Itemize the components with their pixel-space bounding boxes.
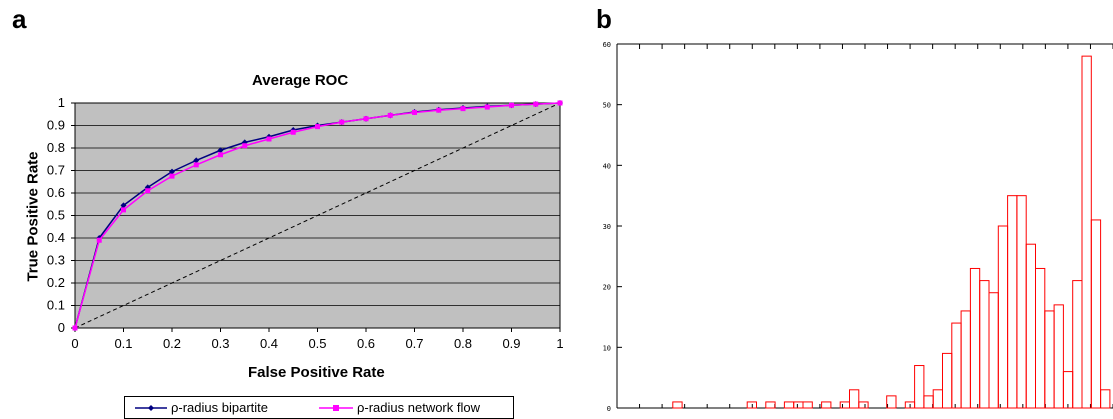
histogram-bar bbox=[904, 401, 916, 409]
x-tick-label: 0.1 bbox=[114, 336, 132, 351]
histogram-bar bbox=[932, 389, 944, 409]
y-tick-label: 10 bbox=[603, 344, 611, 352]
histogram-bar bbox=[1007, 195, 1018, 409]
histogram-bar bbox=[802, 401, 813, 409]
y-tick-label: 0.6 bbox=[47, 185, 65, 200]
y-tick-label: 1 bbox=[58, 95, 65, 110]
data-point-1 bbox=[412, 109, 417, 115]
y-tick-label: 0.1 bbox=[47, 298, 65, 313]
panel-label-a: a bbox=[12, 4, 27, 34]
histogram-bar bbox=[914, 365, 925, 409]
x-tick-label: 1 bbox=[556, 336, 563, 351]
y-tick-label: 0.8 bbox=[47, 140, 65, 155]
histogram-bar bbox=[1090, 219, 1102, 409]
histogram-bar bbox=[1035, 267, 1046, 409]
data-point-0 bbox=[120, 202, 127, 209]
histogram-bar bbox=[1053, 304, 1064, 409]
histogram-bar bbox=[1062, 371, 1074, 409]
legend-line-network-flow bbox=[319, 405, 353, 411]
histogram-bar bbox=[839, 401, 851, 409]
data-point-1 bbox=[96, 237, 102, 243]
histogram-bar bbox=[923, 395, 934, 409]
data-point-1 bbox=[193, 162, 199, 168]
legend: ρ-radius bipartite ρ-radius network flow bbox=[124, 396, 514, 419]
diagonal-line bbox=[74, 102, 561, 329]
histogram-bar bbox=[1016, 195, 1027, 409]
histogram-bar bbox=[746, 401, 758, 409]
x-tick-label: 0.5 bbox=[308, 336, 326, 351]
panel-label-b: b bbox=[596, 4, 612, 34]
data-point-1 bbox=[218, 152, 223, 158]
histogram-bar bbox=[997, 225, 1009, 409]
y-tick-label: 20 bbox=[603, 284, 611, 292]
x-tick-label: 0.6 bbox=[357, 336, 375, 351]
data-point-1 bbox=[533, 101, 539, 107]
data-point-1 bbox=[339, 119, 345, 125]
histogram-bar bbox=[988, 292, 999, 409]
y-tick-label: 0.9 bbox=[47, 118, 65, 133]
data-point-1 bbox=[169, 173, 175, 179]
data-point-1 bbox=[266, 136, 272, 142]
histogram-bar bbox=[942, 352, 953, 409]
histogram-bar bbox=[765, 401, 776, 409]
data-point-1 bbox=[436, 107, 442, 113]
x-tick-label: 0.7 bbox=[405, 336, 423, 351]
histogram-bar bbox=[979, 280, 990, 409]
data-point-1 bbox=[290, 129, 296, 135]
legend-line-bipartite bbox=[135, 405, 167, 411]
y-tick-label: 0 bbox=[607, 405, 611, 413]
data-point-1 bbox=[363, 116, 369, 122]
legend-label-bipartite: ρ-radius bipartite bbox=[171, 400, 268, 415]
histogram-bar bbox=[1081, 55, 1092, 409]
y-tick-label: 0.4 bbox=[47, 230, 65, 245]
data-point-1 bbox=[121, 207, 126, 213]
x-tick-label: 0.4 bbox=[260, 336, 278, 351]
data-point-1 bbox=[557, 100, 563, 106]
histogram-bar bbox=[969, 267, 981, 409]
data-point-0 bbox=[193, 157, 200, 164]
y-tick-label: 0 bbox=[58, 320, 65, 335]
data-point-1 bbox=[387, 112, 393, 118]
histogram-bar bbox=[821, 401, 832, 409]
y-tick-label: 0.7 bbox=[47, 163, 65, 178]
x-tick-label: 0.9 bbox=[502, 336, 520, 351]
data-point-0 bbox=[217, 147, 224, 154]
y-tick-label: 50 bbox=[603, 102, 611, 110]
chart-title: Average ROC bbox=[252, 72, 349, 89]
x-tick-label: 0 bbox=[71, 336, 78, 351]
data-point-1 bbox=[145, 188, 151, 194]
legend-label-network-flow: ρ-radius network flow bbox=[357, 400, 480, 415]
data-point-1 bbox=[484, 104, 490, 110]
y-tick-label: 60 bbox=[603, 41, 611, 49]
y-tick-label: 30 bbox=[603, 223, 611, 231]
y-tick-label: 0.2 bbox=[47, 275, 65, 290]
data-point-1 bbox=[242, 143, 248, 149]
histogram-bar bbox=[858, 401, 869, 409]
histogram-bar bbox=[672, 401, 683, 409]
histogram-bar bbox=[960, 310, 971, 409]
roc-chart: 0 0.1 0.2 0.3 0.4 0.5 0.6 0.7 0.8 0.9 1 0 0.1 0.2 0.3 0… bbox=[47, 95, 564, 351]
y-tick-label: 40 bbox=[603, 162, 611, 170]
data-point-1 bbox=[509, 102, 514, 108]
data-point-1 bbox=[460, 106, 466, 112]
histogram-bar bbox=[1025, 243, 1036, 409]
histogram-bar bbox=[1072, 280, 1083, 409]
data-point-1 bbox=[72, 325, 78, 331]
y-tick-label: 0.5 bbox=[47, 208, 65, 223]
histogram-bar bbox=[783, 401, 795, 409]
data-point-0 bbox=[169, 168, 175, 175]
x-tick-label: 0.8 bbox=[454, 336, 472, 351]
histogram-bar bbox=[1100, 389, 1111, 409]
data-point-1 bbox=[315, 124, 320, 130]
x-tick-label: 0.2 bbox=[163, 336, 181, 351]
x-tick-label: 0.3 bbox=[211, 336, 229, 351]
histogram-bar bbox=[849, 389, 860, 409]
y-axis-label: True Positive Rate bbox=[24, 151, 42, 282]
x-axis-label: False Positive Rate bbox=[248, 364, 385, 381]
histogram-bar bbox=[886, 395, 897, 409]
histogram-bar bbox=[793, 401, 804, 409]
histogram-bar bbox=[951, 322, 962, 409]
histogram-bar bbox=[1044, 310, 1055, 409]
y-tick-label: 0.3 bbox=[47, 253, 65, 268]
